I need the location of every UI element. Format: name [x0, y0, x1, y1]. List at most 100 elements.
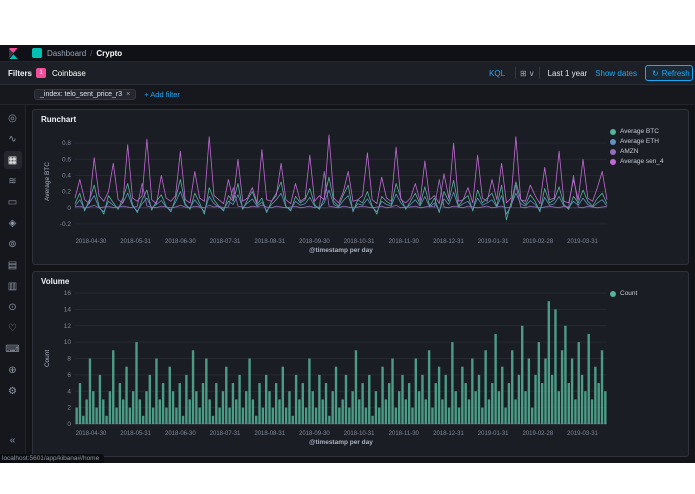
- sidebar-item-visualize-icon[interactable]: ∿: [8, 133, 17, 145]
- time-range-value[interactable]: Last 1 year: [547, 68, 588, 78]
- legend-item[interactable]: Count: [610, 290, 680, 297]
- breadcrumb-separator: /: [90, 48, 93, 58]
- legend-item[interactable]: Average ETH: [610, 138, 680, 145]
- svg-text:2018-11-30: 2018-11-30: [389, 239, 420, 245]
- sidebar-item-apm-icon[interactable]: ⊙: [8, 301, 17, 313]
- sidebar-item-canvas-icon[interactable]: ▭: [7, 196, 18, 208]
- legend-item[interactable]: Average BTC: [610, 128, 680, 135]
- panel-title-runchart[interactable]: Runchart: [41, 115, 77, 124]
- panel-volume: Volume 0 2 4 6 8 10 12 14 16 2018-04-30 2018-05-31…: [32, 271, 689, 457]
- chevron-down-icon: ∨: [528, 68, 535, 78]
- svg-text:10: 10: [64, 339, 72, 346]
- sidebar-item-maps-icon[interactable]: ◈: [8, 217, 17, 229]
- svg-text:0.6: 0.6: [62, 156, 71, 163]
- divider: [538, 67, 540, 79]
- legend-dot-icon: [610, 138, 616, 145]
- kibana-app: Dashboard / Crypto Filters 1 KQL ⊞ ∨ Las…: [0, 45, 695, 463]
- sidebar-item-machine-learning-icon[interactable]: ⊚: [8, 238, 17, 250]
- svg-text:2018-09-30: 2018-09-30: [299, 239, 330, 245]
- legend-dot-icon: [610, 148, 616, 155]
- svg-text:0.4: 0.4: [62, 172, 71, 179]
- svg-text:0.8: 0.8: [62, 140, 71, 147]
- refresh-label: Refresh: [661, 68, 690, 78]
- remove-filter-icon[interactable]: ×: [126, 91, 131, 98]
- sidebar-nav: ◎ ∿ ▦ ≋ ▭ ◈ ⊚ ▤ ▥ ⊙ ♡ ⌨ ⊕ ⚙ «: [0, 105, 26, 463]
- kibana-logo[interactable]: [0, 45, 26, 61]
- sidebar-item-dashboard-icon[interactable]: ▦: [3, 151, 22, 169]
- sidebar-item-logs-icon[interactable]: ▥: [7, 280, 18, 292]
- svg-text:2018-12-31: 2018-12-31: [433, 431, 464, 437]
- svg-text:2018-07-31: 2018-07-31: [210, 239, 241, 245]
- legend-dot-icon: [610, 290, 616, 297]
- svg-text:2019-01-31: 2019-01-31: [478, 431, 509, 437]
- legend-label: Average ETH: [620, 138, 659, 145]
- body-row: ◎ ∿ ▦ ≋ ▭ ◈ ⊚ ▤ ▥ ⊙ ♡ ⌨ ⊕ ⚙ « Runchart -0.2 0 0.2 0.4 0.6 0…: [0, 105, 695, 463]
- volume-canvas[interactable]: 0 2 4 6 8 10 12 14 16 2018-04-30 2018-05-31 2018-06…: [41, 288, 610, 449]
- filter-pill-label: _index: telo_sent_price_r3: [40, 91, 123, 98]
- sidebar-item-infrastructure-icon[interactable]: ▤: [7, 259, 18, 271]
- svg-text:2019-03-31: 2019-03-31: [567, 431, 598, 437]
- legend-label: Average BTC: [620, 128, 659, 135]
- svg-text:0.2: 0.2: [62, 189, 71, 196]
- show-dates-button[interactable]: Show dates: [595, 68, 637, 78]
- svg-text:2019-03-31: 2019-03-31: [567, 239, 598, 245]
- svg-text:2019-01-31: 2019-01-31: [478, 239, 509, 245]
- svg-text:2018-08-31: 2018-08-31: [254, 431, 285, 437]
- breadcrumb-current: Crypto: [96, 48, 123, 58]
- svg-text:4: 4: [67, 388, 71, 395]
- sidebar-collapse-icon[interactable]: «: [9, 434, 16, 446]
- svg-text:2018-05-31: 2018-05-31: [120, 431, 151, 437]
- refresh-button[interactable]: ↻ Refresh: [645, 65, 693, 81]
- svg-text:14: 14: [64, 306, 72, 313]
- top-nav: Dashboard / Crypto: [0, 45, 695, 62]
- svg-text:2018-06-30: 2018-06-30: [165, 431, 196, 437]
- svg-text:-0.2: -0.2: [60, 221, 72, 228]
- svg-text:2018-11-30: 2018-11-30: [389, 431, 420, 437]
- sidebar-item-monitoring-icon[interactable]: ⊕: [8, 364, 17, 376]
- sidebar-item-uptime-icon[interactable]: ♡: [8, 322, 17, 334]
- svg-text:2018-12-31: 2018-12-31: [433, 239, 464, 245]
- svg-text:2018-04-30: 2018-04-30: [76, 239, 107, 245]
- filters-label[interactable]: Filters: [8, 68, 33, 78]
- status-url: localhost:5601/app/kibana#/home: [0, 454, 105, 463]
- refresh-icon: ↻: [652, 68, 659, 78]
- legend-item[interactable]: Average sen_4: [610, 158, 680, 165]
- runchart-svg[interactable]: -0.2 0 0.2 0.4 0.6 0.8 2018-04-30 2018-05-31 201…: [41, 126, 611, 254]
- sidebar-item-discover-icon[interactable]: ◎: [8, 112, 17, 124]
- search-input[interactable]: [52, 68, 484, 78]
- filter-pill-index[interactable]: _index: telo_sent_price_r3 ×: [34, 89, 137, 100]
- runchart-canvas[interactable]: -0.2 0 0.2 0.4 0.6 0.8 2018-04-30 2018-05-31 201…: [41, 126, 610, 257]
- sidebar-item-timelion-icon[interactable]: ≋: [8, 175, 17, 187]
- sidebar-item-management-icon[interactable]: ⚙: [8, 385, 17, 397]
- sidebar-item-dev-tools-icon[interactable]: ⌨: [5, 343, 20, 355]
- svg-text:@timestamp per day: @timestamp per day: [309, 247, 373, 254]
- filter-row: _index: telo_sent_price_r3 × + Add filte…: [0, 85, 695, 105]
- svg-text:2018-04-30: 2018-04-30: [76, 431, 107, 437]
- svg-text:2018-08-31: 2018-08-31: [254, 239, 285, 245]
- calendar-icon: ⊞: [520, 68, 527, 78]
- kibana-logo-icon: [8, 47, 18, 59]
- volume-svg[interactable]: 0 2 4 6 8 10 12 14 16 2018-04-30 2018-05-31 2018-06…: [41, 288, 611, 446]
- filters-count-badge: 1: [36, 68, 47, 78]
- legend-label: AMZN: [620, 148, 639, 155]
- svg-text:16: 16: [64, 290, 72, 297]
- legend-item[interactable]: AMZN: [610, 148, 680, 155]
- svg-text:0: 0: [67, 421, 71, 428]
- add-filter-button[interactable]: + Add filter: [144, 90, 180, 99]
- legend-label: Count: [620, 290, 638, 297]
- runchart-legend: Average BTC Average ETH AMZN Average sen_4: [610, 126, 680, 257]
- query-bar: Filters 1 KQL ⊞ ∨ Last 1 year Show dates…: [0, 62, 695, 85]
- svg-text:0: 0: [67, 205, 71, 212]
- svg-text:2018-10-31: 2018-10-31: [344, 239, 375, 245]
- svg-text:Average BTC: Average BTC: [44, 162, 51, 201]
- panel-runchart: Runchart -0.2 0 0.2 0.4 0.6 0.8 2018-04-30 2018…: [32, 109, 689, 265]
- panel-title-volume[interactable]: Volume: [41, 277, 70, 286]
- kql-toggle[interactable]: KQL: [489, 68, 506, 78]
- svg-text:2018-06-30: 2018-06-30: [165, 239, 196, 245]
- legend-dot-icon: [610, 128, 616, 135]
- svg-text:12: 12: [64, 323, 72, 330]
- svg-text:2018-07-31: 2018-07-31: [210, 431, 241, 437]
- legend-dot-icon: [610, 158, 616, 165]
- breadcrumb-parent[interactable]: Dashboard: [47, 48, 87, 58]
- date-picker-button[interactable]: ⊞ ∨: [520, 69, 535, 78]
